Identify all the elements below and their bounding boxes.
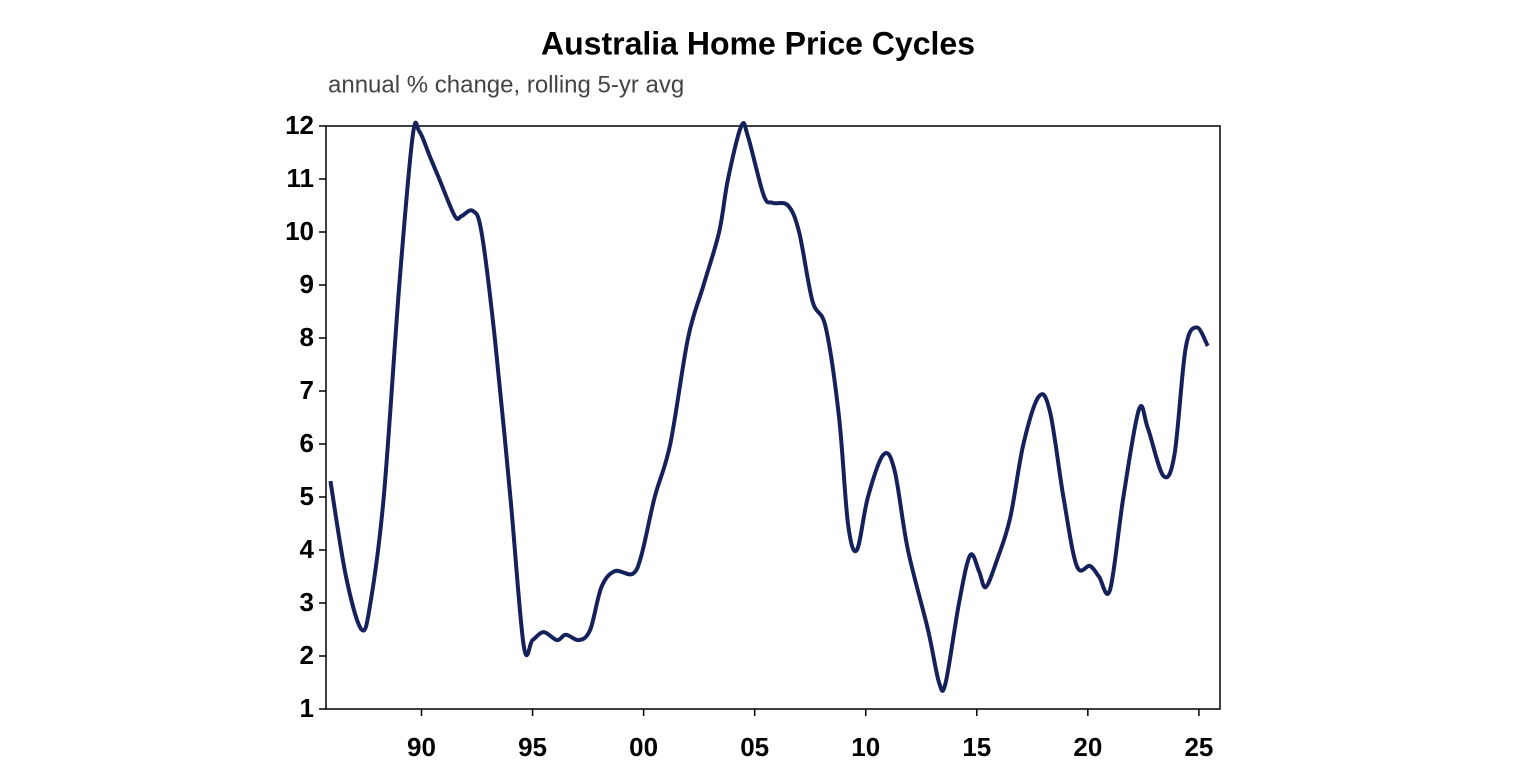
chart-subtitle: annual % change, rolling 5-yr avg (328, 71, 684, 98)
x-tick-label: 20 (1073, 732, 1102, 762)
x-tick-label: 05 (740, 732, 769, 762)
y-tick-label: 10 (285, 216, 314, 246)
y-tick-label: 6 (300, 428, 314, 458)
y-tick-label: 9 (300, 269, 314, 299)
x-tick-label: 15 (962, 732, 991, 762)
y-tick-label: 8 (300, 322, 314, 352)
chart-title: Australia Home Price Cycles (541, 25, 975, 61)
x-tick-label: 25 (1184, 732, 1213, 762)
y-tick-label: 7 (300, 375, 314, 405)
y-tick-label: 11 (287, 163, 315, 193)
y-tick-label: 2 (300, 640, 314, 670)
y-tick-label: 3 (300, 587, 314, 617)
y-tick-label: 12 (285, 110, 314, 140)
x-tick-label: 10 (851, 732, 880, 762)
y-tick-label: 1 (300, 693, 314, 723)
plot-frame (325, 125, 1221, 710)
y-tick-label: 4 (300, 534, 315, 564)
data-line (328, 120, 1210, 693)
x-tick-label: 95 (518, 732, 547, 762)
x-tick-label: 90 (407, 732, 436, 762)
x-tick-label: 00 (629, 732, 658, 762)
y-tick-label: 5 (300, 481, 314, 511)
